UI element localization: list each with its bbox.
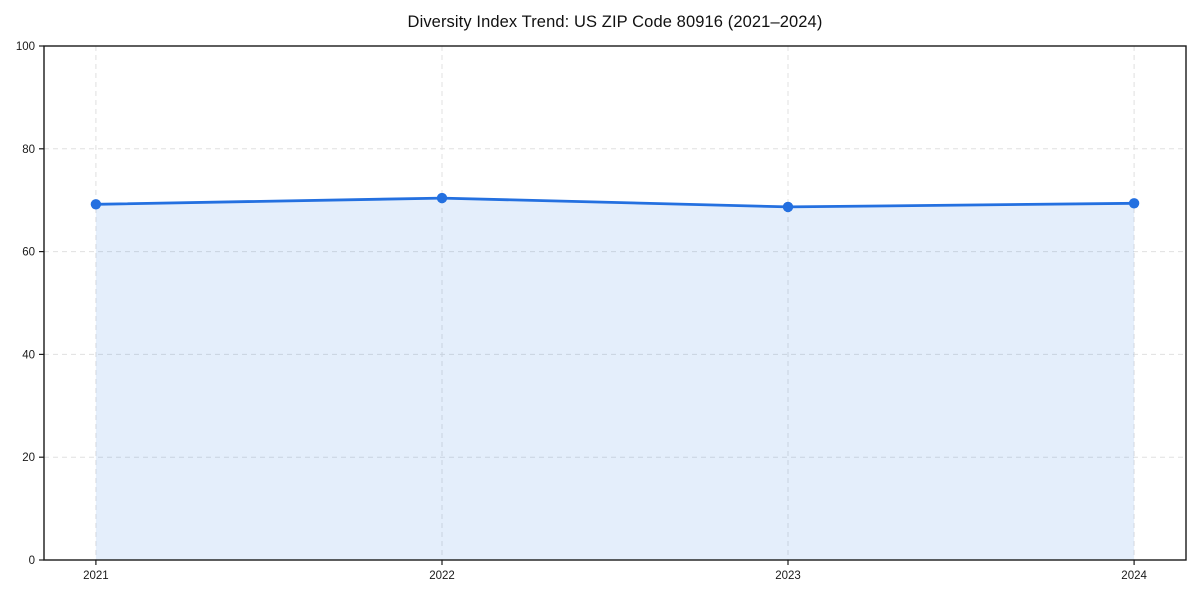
y-tick-label: 100 [16, 41, 35, 53]
x-tick-label: 2021 [83, 570, 109, 582]
y-tick-label: 40 [22, 349, 35, 361]
x-tick-label: 2024 [1121, 570, 1147, 582]
area-fill [95, 198, 1135, 560]
chart-title: Diversity Index Trend: US ZIP Code 80916… [407, 13, 823, 31]
x-tick-label: 2023 [775, 570, 801, 582]
data-point-2021 [90, 199, 102, 210]
trend-line [94, 196, 1136, 209]
data-point-2022 [436, 192, 448, 204]
y-tick-label: 20 [22, 452, 35, 464]
y-tick-label: 0 [29, 555, 35, 567]
y-tick-label: 60 [22, 247, 35, 259]
data-point-2023 [782, 201, 794, 213]
x-tick-label: 2022 [429, 570, 455, 582]
plot-border [43, 45, 1187, 561]
y-tick-label: 80 [22, 144, 35, 156]
data-point-2024 [1128, 198, 1140, 209]
